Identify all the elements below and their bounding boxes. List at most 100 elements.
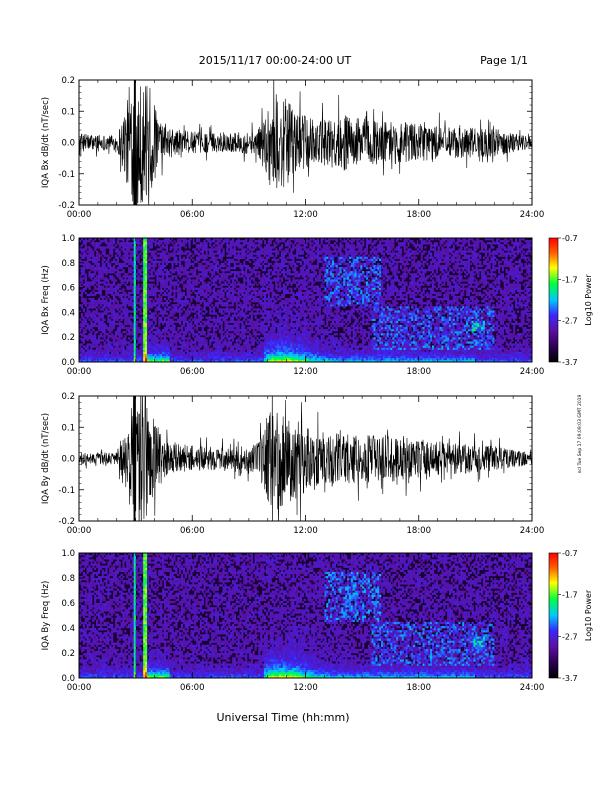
spectrogram-cell <box>104 277 106 279</box>
spectrogram-cell <box>209 252 211 254</box>
spectrogram-cell <box>241 331 243 333</box>
spectrogram-cell <box>205 304 207 306</box>
spectrogram-cell <box>285 248 287 250</box>
spectrogram-cell <box>124 319 126 321</box>
spectrogram-cell <box>141 335 143 337</box>
spectrogram-cell <box>105 312 107 314</box>
spectrogram-cell <box>215 312 217 314</box>
spectrogram-cell <box>126 255 128 257</box>
spectrogram-cell <box>187 321 189 323</box>
spectrogram-cell <box>283 331 285 333</box>
spectrogram-cell <box>134 242 136 244</box>
spectrogram-cell <box>121 317 123 319</box>
spectrogram-cell <box>143 263 145 265</box>
spectrogram-cell <box>249 319 251 321</box>
spectrogram-cell <box>283 352 285 354</box>
spectrogram-cell <box>256 308 258 310</box>
spectrogram-cell <box>213 252 215 254</box>
spectrogram-cell <box>217 319 219 321</box>
spectrogram-cell <box>247 259 249 261</box>
spectrogram-cell <box>251 244 253 246</box>
spectrogram-cell <box>102 275 104 277</box>
spectrogram-cell <box>92 354 94 356</box>
spectrogram-cell <box>153 343 155 345</box>
spectrogram-cell <box>138 358 140 360</box>
spectrogram-cell <box>168 257 170 259</box>
spectrogram-cell <box>175 261 177 263</box>
spectrogram-cell <box>107 304 109 306</box>
spectrogram-cell <box>224 298 226 300</box>
spectrogram-cell <box>232 271 234 273</box>
spectrogram-cell <box>238 244 240 246</box>
spectrogram-cell <box>198 308 200 310</box>
spectrogram-cell <box>170 354 172 356</box>
spectrogram-cell <box>266 304 268 306</box>
spectrogram-cell <box>264 339 266 341</box>
spectrogram-cell <box>87 350 89 352</box>
spectrogram-cell <box>205 265 207 267</box>
spectrogram-cell <box>151 271 153 273</box>
spectrogram-cell <box>100 343 102 345</box>
spectrogram-cell <box>92 302 94 304</box>
spectrogram-cell <box>283 341 285 343</box>
spectrogram-cell <box>145 255 147 257</box>
spectrogram-cell <box>177 296 179 298</box>
spectrogram-cell <box>230 327 232 329</box>
spectrogram-cell <box>170 286 172 288</box>
spectrogram-cell <box>256 354 258 356</box>
spectrogram-cell <box>272 271 274 273</box>
spectrogram-cell <box>213 333 215 335</box>
spectrogram-cell <box>277 341 279 343</box>
spectrogram-cell <box>124 252 126 254</box>
spectrogram-cell <box>104 352 106 354</box>
spectrogram-cell <box>281 240 283 242</box>
spectrogram-cell <box>268 312 270 314</box>
spectrogram-cell <box>224 352 226 354</box>
spectrogram-cell <box>177 329 179 331</box>
spectrogram-cell <box>170 345 172 347</box>
spectrogram-cell <box>219 319 221 321</box>
spectrogram-cell <box>98 244 100 246</box>
spectrogram-cell <box>234 345 236 347</box>
spectrogram-cell <box>122 255 124 257</box>
spectrogram-cell <box>105 348 107 350</box>
spectrogram-cell <box>260 246 262 248</box>
spectrogram-cell <box>83 269 85 271</box>
spectrogram-cell <box>245 304 247 306</box>
spectrogram-cell <box>264 345 266 347</box>
spectrogram-cell <box>153 255 155 257</box>
spectrogram-cell <box>81 317 83 319</box>
spectrogram-cell <box>138 242 140 244</box>
spectrogram-cell <box>275 343 277 345</box>
spectrogram-cell <box>204 352 206 354</box>
spectrogram-cell <box>260 257 262 259</box>
spectrogram-cell <box>239 240 241 242</box>
spectrogram-cell <box>83 300 85 302</box>
spectrogram-cell <box>136 248 138 250</box>
spectrogram-cell <box>179 296 181 298</box>
spectrogram-cell <box>179 261 181 263</box>
spectrogram-cell <box>277 288 279 290</box>
spectrogram-cell <box>109 308 111 310</box>
spectrogram-cell <box>138 331 140 333</box>
spectrogram-cell <box>102 296 104 298</box>
spectrogram-cell <box>173 298 175 300</box>
spectrogram-cell <box>213 325 215 327</box>
spectrogram-cell <box>100 273 102 275</box>
spectrogram-cell <box>111 333 113 335</box>
spectrogram-cell <box>196 252 198 254</box>
spectrogram-cell <box>277 277 279 279</box>
spectrogram-cell <box>147 300 149 302</box>
spectrogram-cell <box>260 356 262 358</box>
spectrogram-cell <box>187 341 189 343</box>
spectrogram-cell <box>187 329 189 331</box>
spectrogram-cell <box>100 294 102 296</box>
spectrogram-cell <box>264 265 266 267</box>
spectrogram-cell <box>87 267 89 269</box>
spectrogram-cell <box>224 327 226 329</box>
spectrogram-cell <box>177 337 179 339</box>
spectrogram-cell <box>147 248 149 250</box>
spectrogram-cell <box>285 252 287 254</box>
spectrogram-cell <box>151 314 153 316</box>
spectrogram-cell <box>272 319 274 321</box>
